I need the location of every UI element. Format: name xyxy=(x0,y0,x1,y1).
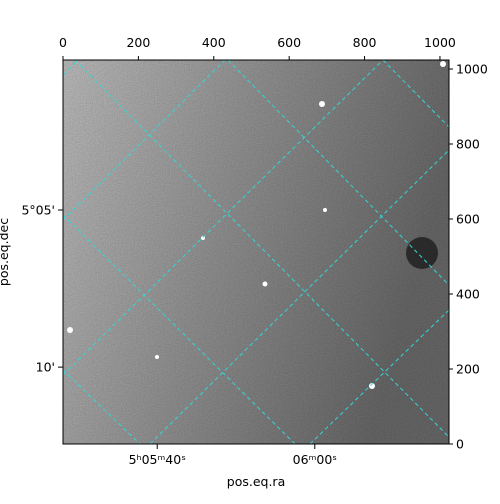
x-tick-label: 400 xyxy=(202,35,226,50)
ra-tick-label: 06ᵐ00ˢ xyxy=(293,452,337,467)
y-tick-label: 800 xyxy=(456,137,480,152)
y-axis-label: pos.eq.dec xyxy=(0,218,11,286)
dec-tick-label: 5°05' xyxy=(21,203,55,218)
x-tick-label: 0 xyxy=(59,35,67,50)
coordinate-grid xyxy=(62,59,450,445)
x-tick-label: 200 xyxy=(126,35,150,50)
x-tick-label: 600 xyxy=(277,35,301,50)
ra-tick-label: 5ʰ05ᵐ40ˢ xyxy=(129,452,186,467)
y-tick-label: 400 xyxy=(456,287,480,302)
x-tick-label: 1000 xyxy=(424,35,456,50)
x-axis-label: pos.eq.ra xyxy=(227,474,285,489)
y-tick-label: 1000 xyxy=(456,62,488,77)
y-tick-label: 0 xyxy=(456,437,464,452)
x-tick-label: 800 xyxy=(353,35,377,50)
y-tick-label: 600 xyxy=(456,212,480,227)
sky-image xyxy=(63,60,449,444)
dec-tick-label: 10' xyxy=(36,360,55,375)
y-tick-label: 200 xyxy=(456,362,480,377)
frame xyxy=(62,59,450,445)
